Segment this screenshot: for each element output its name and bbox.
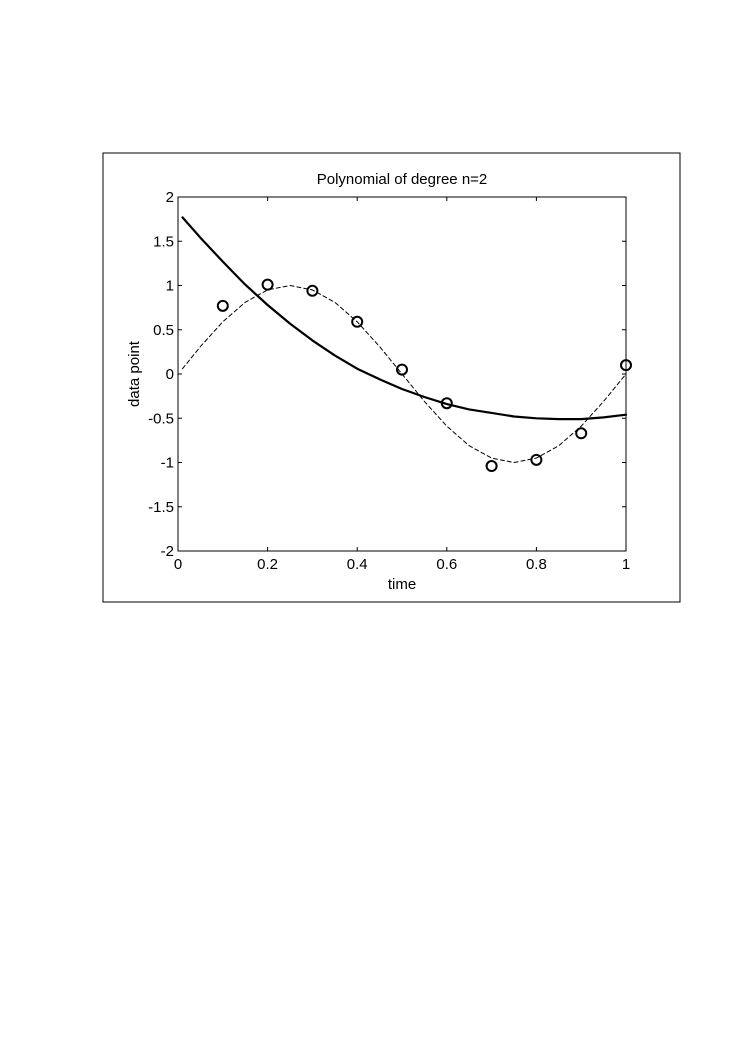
true-function-line bbox=[182, 285, 627, 463]
x-axis-label: time bbox=[388, 576, 416, 593]
y-tick-label: 1.5 bbox=[153, 233, 174, 250]
y-axis-label: data point bbox=[126, 340, 143, 407]
x-tick-label: 0.6 bbox=[436, 556, 457, 573]
data-point-marker bbox=[351, 315, 364, 328]
y-tick-label: -1.5 bbox=[148, 499, 174, 516]
y-tick-label: -0.5 bbox=[148, 410, 174, 427]
y-tick-label: 0.5 bbox=[153, 322, 174, 339]
y-tick-label: 2 bbox=[166, 189, 174, 206]
data-point-marker bbox=[620, 359, 632, 372]
x-tick-label: 1 bbox=[622, 556, 630, 573]
data-point-marker bbox=[485, 460, 498, 473]
data-point-marker bbox=[575, 427, 588, 440]
y-tick-label: 0 bbox=[166, 366, 174, 383]
data-point-marker bbox=[261, 278, 274, 291]
data-point-marker bbox=[216, 299, 229, 312]
axis-ticks: 0 0.2 0.4 0.6 0.8 1 -2 -1.5 -1 -0.5 0 0.5 1 1.5 2 bbox=[148, 189, 630, 573]
x-tick-label: 0.2 bbox=[257, 556, 278, 573]
y-tick-label: 1 bbox=[166, 278, 174, 295]
fitted-polynomial-line bbox=[181, 216, 628, 421]
y-tick-label: -1 bbox=[161, 455, 174, 472]
chart-title: Polynomial of degree n=2 bbox=[317, 171, 488, 188]
data-point-marker bbox=[530, 453, 543, 466]
y-tick-label: -2 bbox=[161, 543, 174, 560]
figure-frame bbox=[102, 152, 681, 603]
x-tick-label: 0.4 bbox=[347, 556, 368, 573]
x-tick-label: 0.8 bbox=[526, 556, 547, 573]
x-tick-label: 0 bbox=[174, 556, 182, 573]
series-layer bbox=[181, 216, 632, 473]
data-point-marker bbox=[306, 284, 319, 297]
